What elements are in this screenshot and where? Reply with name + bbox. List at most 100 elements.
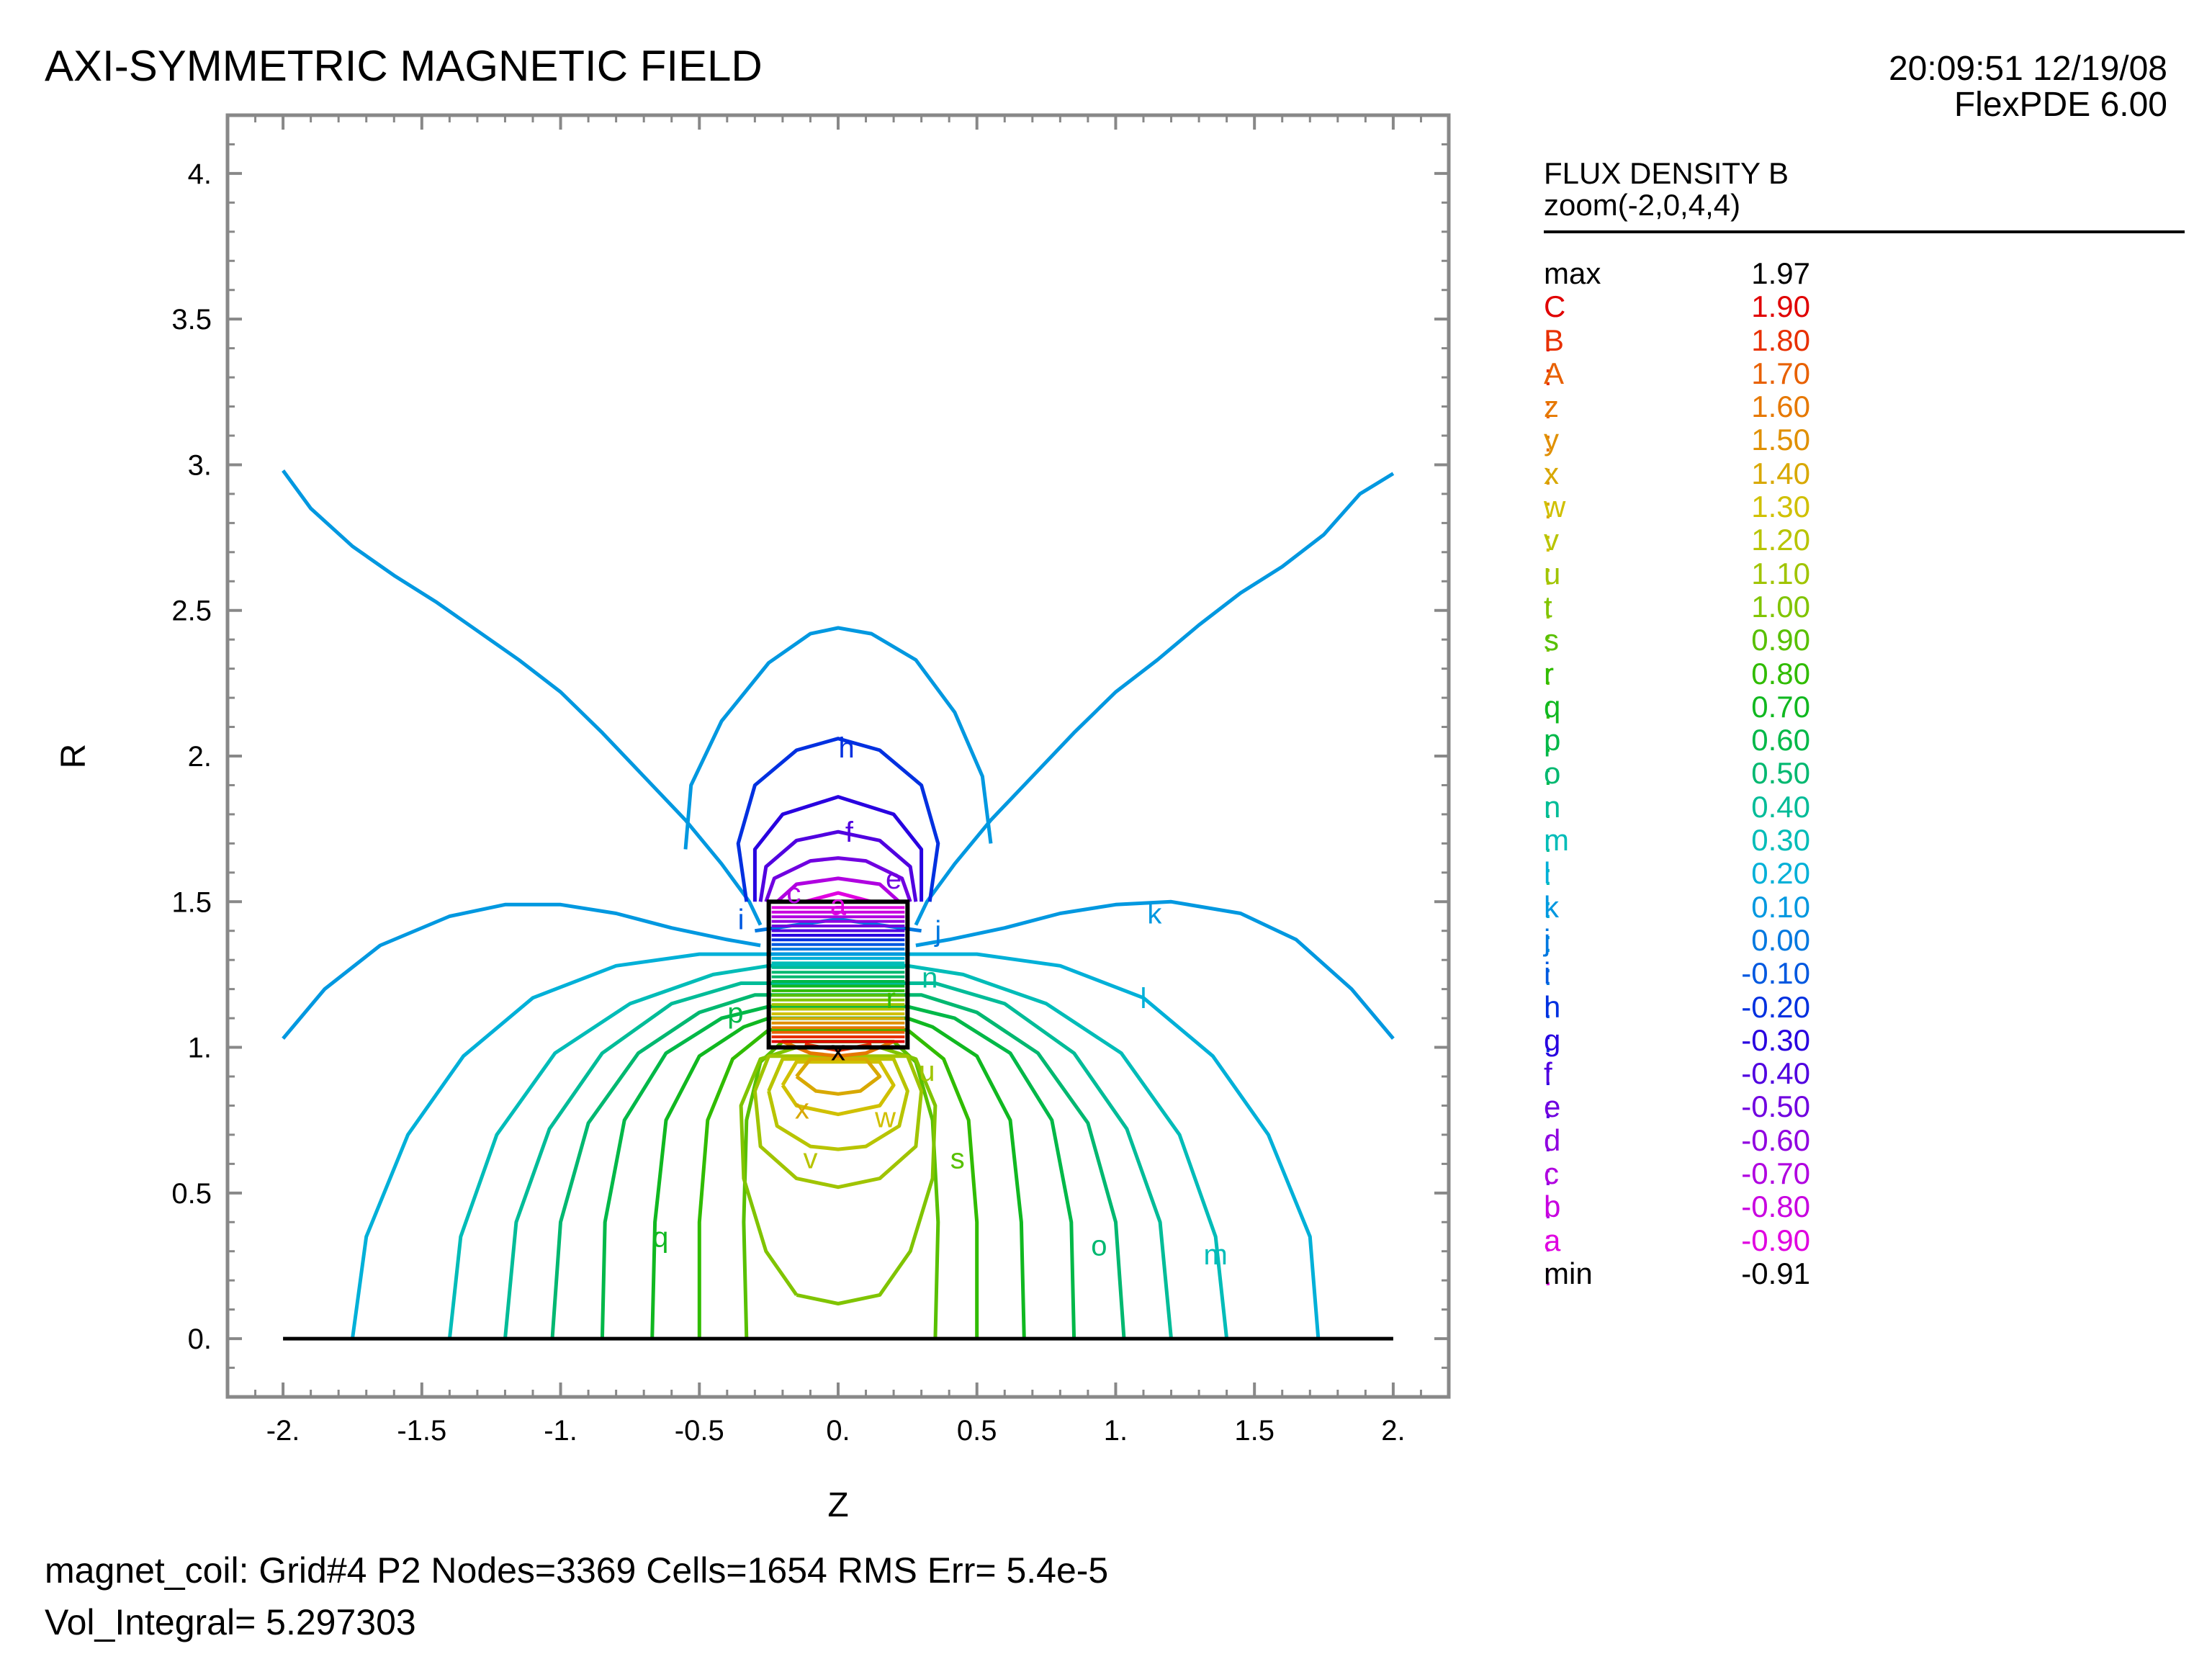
- legend-subtitle: zoom(-2,0,4,4): [1544, 188, 1741, 222]
- x-axis-label: Z: [827, 1486, 848, 1524]
- contour-label: f: [845, 817, 854, 848]
- contour-r: [697, 1028, 979, 1339]
- y-tick-label: 2.5: [171, 595, 212, 627]
- contour-k: [683, 626, 993, 850]
- legend-title: FLUX DENSITY B: [1544, 156, 1789, 190]
- legend-key: C :: [1544, 289, 1566, 359]
- contour-t: [739, 1046, 938, 1305]
- legend-value: -0.80: [1741, 1190, 1810, 1224]
- contour-w: [781, 1060, 896, 1117]
- contour-label: r: [886, 983, 896, 1015]
- contour-e: [764, 856, 912, 903]
- y-tick-label: 0.5: [171, 1178, 212, 1210]
- legend-key: q :: [1544, 689, 1561, 758]
- contour-h: [736, 737, 940, 902]
- legend-key: r :: [1544, 656, 1554, 725]
- legend-value: 1.30: [1751, 490, 1810, 524]
- legend-value: -0.30: [1741, 1022, 1810, 1057]
- legend-value: 0.70: [1751, 689, 1810, 724]
- legend-value: 1.70: [1751, 356, 1810, 390]
- legend-value: 0.00: [1751, 922, 1810, 957]
- legend-value: 0.10: [1751, 889, 1810, 924]
- legend-value: 1.80: [1751, 323, 1810, 357]
- x-tick-label: 1.5: [1234, 1415, 1274, 1447]
- legend-value: 1.00: [1751, 589, 1810, 624]
- legend-key: t :: [1544, 589, 1552, 658]
- contour-k: [282, 902, 761, 1040]
- legend-key: h :: [1544, 989, 1561, 1058]
- legend-key: n :: [1544, 789, 1561, 858]
- x-tick-label: -1.: [544, 1415, 577, 1447]
- legend-value: 0.30: [1751, 823, 1810, 858]
- software-version: FlexPDE 6.00: [1954, 86, 2167, 124]
- contour-label: i: [738, 904, 745, 936]
- legend-value: -0.50: [1741, 1089, 1810, 1124]
- legend-value: 0.60: [1751, 723, 1810, 757]
- legend-value: 0.40: [1751, 789, 1810, 824]
- contour-labels: h f e c a i j k l n p r u x w v s q o m x: [652, 732, 1228, 1271]
- legend-key: A :: [1544, 356, 1563, 425]
- legend-value: -0.91: [1741, 1256, 1810, 1290]
- legend-value: 0.50: [1751, 756, 1810, 791]
- contour-label: a: [830, 889, 847, 921]
- contour-label: e: [886, 863, 902, 895]
- legend-value: 1.50: [1751, 423, 1810, 457]
- contour-k: [282, 469, 763, 926]
- contour-label: q: [652, 1222, 668, 1254]
- contour-m: [447, 963, 1229, 1339]
- y-tick-label: 4.: [188, 158, 212, 190]
- contour-k: [915, 899, 1395, 1040]
- legend-value: -0.90: [1741, 1223, 1810, 1257]
- legend-key: k :: [1544, 889, 1559, 958]
- contour-x: [795, 1057, 882, 1096]
- contour-label: u: [919, 1056, 935, 1087]
- x-tick-label: 1.: [1104, 1415, 1128, 1447]
- legend-value: 1.10: [1751, 556, 1810, 590]
- footer-run-info: magnet_coil: Grid#4 P2 Nodes=3369 Cells=…: [45, 1550, 1109, 1591]
- legend-key: b :: [1544, 1190, 1561, 1259]
- legend-key: w :: [1544, 490, 1566, 559]
- x-tick-label: 0.5: [957, 1415, 997, 1447]
- y-tick-label: 2.: [188, 741, 212, 773]
- contour-label: p: [727, 997, 743, 1029]
- contour-label: c: [786, 878, 801, 909]
- contour-k: [914, 472, 1395, 926]
- legend-value: 1.40: [1751, 456, 1810, 490]
- legend-value: 0.90: [1751, 623, 1810, 657]
- legend-key: v :: [1544, 523, 1559, 592]
- legend-key: z :: [1544, 390, 1559, 459]
- legend-key: f :: [1544, 1056, 1552, 1125]
- legend-key: g :: [1544, 1022, 1561, 1092]
- legend-key: u :: [1544, 556, 1561, 625]
- contour-label: h: [838, 732, 854, 764]
- x-tick-label: -2.: [266, 1415, 300, 1447]
- contour-g: [752, 795, 924, 902]
- x-tick-label: -1.5: [397, 1415, 446, 1447]
- contour-c: [775, 876, 901, 904]
- contour-label: o: [1091, 1231, 1107, 1262]
- contour-label: l: [1141, 983, 1147, 1015]
- contour-a: [804, 891, 872, 904]
- contour-label: v: [803, 1143, 817, 1174]
- legend-key: a :: [1544, 1223, 1561, 1292]
- contour-l: [351, 952, 1321, 1339]
- y-tick-label: 1.5: [171, 886, 212, 918]
- x-tick-label: 2.: [1381, 1415, 1405, 1447]
- contour-label: w: [874, 1102, 896, 1134]
- legend-key: j :: [1544, 922, 1552, 992]
- contour-label: j: [934, 916, 941, 948]
- legend-key: c :: [1544, 1156, 1559, 1226]
- plot-axes: -2. -1.5 -1. -0.5 0. 0.5 1. 1.5 2. 0. 0.5 1. 1.5 2. 2.…: [55, 113, 1451, 1524]
- legend-divider: [1544, 230, 2185, 233]
- timestamp: 20:09:51 12/19/08: [1888, 50, 2167, 88]
- legend-key: max: [1544, 256, 1601, 290]
- contour-label: x: [831, 1035, 845, 1067]
- legend-key: m :: [1544, 823, 1569, 892]
- legend-key: e :: [1544, 1089, 1561, 1159]
- contour-p: [600, 1004, 1076, 1339]
- legend-key: o :: [1544, 756, 1561, 825]
- y-axis-label: R: [55, 744, 93, 769]
- legend-key: y :: [1544, 423, 1559, 492]
- legend-value: 1.60: [1751, 390, 1810, 424]
